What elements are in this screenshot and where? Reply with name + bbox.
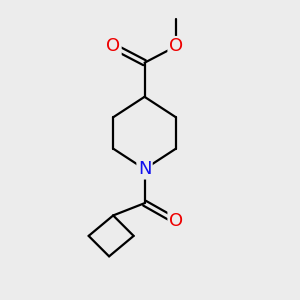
Text: O: O xyxy=(169,38,183,56)
Text: O: O xyxy=(106,38,120,56)
Text: O: O xyxy=(169,212,183,230)
Text: N: N xyxy=(138,160,151,178)
